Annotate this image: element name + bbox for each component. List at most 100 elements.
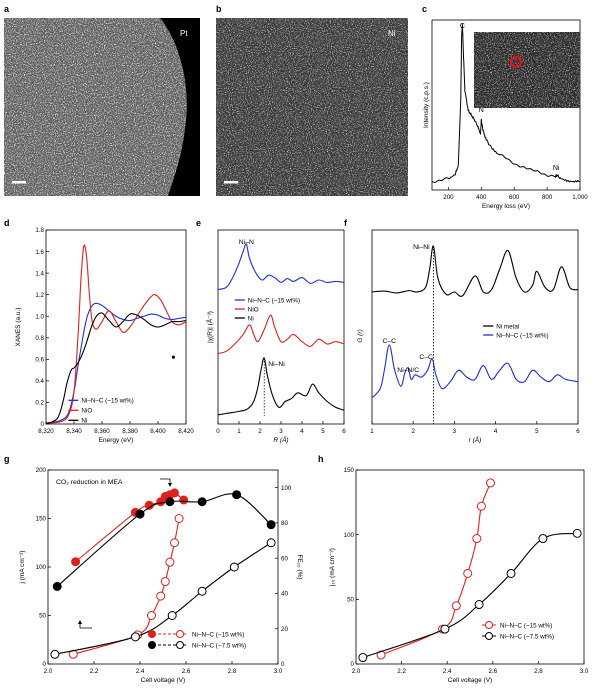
x-tick-label: 2.0 [44,668,53,675]
data-point [440,624,450,634]
data-point [538,534,548,544]
panel-label-f: f [344,218,348,228]
legend-marker-filled [148,630,156,638]
x-axis-label: r (Å) [469,435,482,444]
element-tag-a: Pt [180,29,188,38]
data-point [358,653,368,663]
x-tick-label: 600 [509,194,520,201]
y-tick-label-right: 100 [281,485,292,492]
data-point [174,514,184,523]
data-point [572,528,582,538]
arrow-head-right [168,483,172,487]
data-point [474,600,484,610]
panel-label-g: g [4,454,10,464]
plot-frame [45,229,187,425]
panel-label-d: d [4,218,10,228]
pdf-series-0 [371,245,579,297]
eels-inset-image [474,32,580,108]
y-tick-label: 0 [43,661,47,668]
xanes-series-2 [45,312,187,425]
peak-annotation: C–C [382,338,396,345]
micrograph-a: Pt [4,18,200,196]
x-tick-label: 3 [279,428,283,435]
legend-label: Ni–N–C (~7.5 wt%) [500,633,554,640]
y-tick-label: 150 [36,516,47,523]
exafs-series-2 [217,357,345,416]
data-point [197,497,207,507]
element-tag-b: Ni [388,29,396,38]
x-tick-label: 800 [542,194,553,201]
x-tick-label: 1,000 [572,194,588,201]
data-point [52,581,62,591]
data-point [165,557,175,567]
legend-label: Ni metal [496,323,519,330]
legend-label: Ni [81,418,87,425]
mea-performance-chart: 2.0 2.2 2.4 2.6 2.8 3.00501001502000204060801… [19,467,303,684]
data-point [232,490,242,500]
data-point [179,495,189,505]
y-tick-label: 100 [344,532,355,539]
peak-annotation: Ni–Ni [413,244,430,251]
y-tick-label: 50 [39,613,46,620]
legend-label: Ni–N–C (~7.5 wt%) [192,642,246,649]
legend-marker-filled [148,641,156,649]
legend-label: Ni–N–C (~15 wt%) [500,622,552,629]
x-tick-label: 3 [453,428,457,435]
y-axis-label: G (r) [357,329,364,342]
legend-label: Ni–N–C (~15 wt%) [248,297,300,304]
y-tick-label: 200 [36,467,47,474]
plot-frame [217,229,345,425]
y-axis-label: XANES (a.u.) [15,307,22,346]
data-point [486,478,496,488]
data-point [165,497,175,507]
y-tick-label: 150 [344,467,355,474]
x-axis-label: Energy (eV) [99,437,134,444]
x-tick-label: 2.2 [397,668,406,675]
y-axis-label: j₁₀ (mA cm⁻²) [329,548,336,587]
marker-dot [171,355,175,359]
x-tick-label: 8,320 [38,428,54,435]
data-point [156,591,166,601]
y-tick-label: 1.0 [35,313,44,320]
series-line-0 [380,482,492,656]
data-point [376,650,386,660]
data-point [170,488,179,498]
legend-label: Ni [248,315,254,322]
data-point [147,611,156,620]
exafs-series-1 [217,314,345,355]
x-axis-label: R (Å) [273,435,288,444]
y-tick-label-right: 40 [281,591,288,598]
y-tick-label: 0 [41,421,45,428]
peak-annotation: Ni–N [239,239,254,246]
inset-highlight-ring [509,55,523,69]
y-tick-label: 1.2 [35,292,44,299]
y-tick-label: 1.4 [35,270,44,277]
panel-label-b: b [216,4,222,14]
x-tick-label: 2.8 [228,668,237,675]
panel-label-c: c [422,4,427,14]
y-tick-label-right: 80 [281,520,288,527]
x-tick-label: 8,400 [150,428,166,435]
legend-marker-open [485,621,493,629]
x-tick-label: 5 [535,428,539,435]
pdf-series-1 [371,344,579,399]
eels-spectrum-chart: 200 400 600 800 1,000 Energy loss (eV) Intensi… [423,19,588,210]
legend-marker-open [176,630,184,638]
x-tick-label: 6 [576,428,580,435]
x-tick-label: 2.2 [90,668,99,675]
peak-label: C [460,23,465,30]
data-point [50,649,60,659]
x-tick-label: 1 [370,428,374,435]
scale-bar-b [224,181,238,184]
y-axis-label-right: FE₁₀ (%) [296,554,303,579]
data-point [130,632,140,642]
partial-current-chart: 2.0 2.2 2.4 2.6 2.8 3.0 0 50 100 150 Cell voltage … [329,467,589,684]
x-tick-label: 2.8 [534,668,543,675]
data-point [167,611,177,620]
x-tick-label: 2 [411,428,415,435]
xanes-chart: 8,320 8,340 8,360 8,380 8,400 8,420 0 0.2 0.4 0.6… [15,227,194,444]
data-point [197,586,207,596]
data-point [229,562,239,572]
legend-marker-open [485,632,493,640]
panel-label-e: e [196,218,201,228]
